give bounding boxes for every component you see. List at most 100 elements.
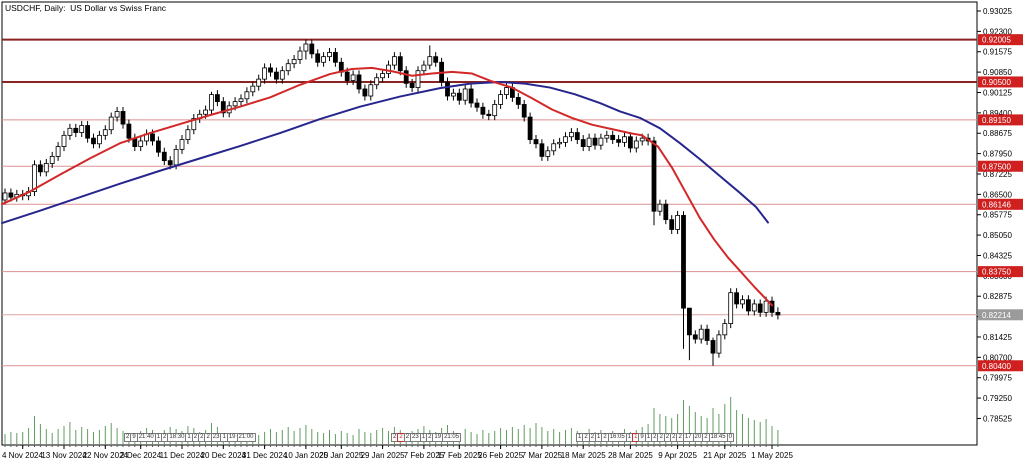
bear-candle [746,299,751,312]
price-tick-label[interactable]: 0.79250 [983,394,1012,403]
date-tick-label[interactable]: 17 Feb 2025 [437,451,482,460]
date-tick-label[interactable]: 13 Nov 2024 [41,451,87,460]
bull-candle [291,59,297,65]
bull-candle [102,129,108,136]
price-tick-label[interactable]: 0.81425 [983,333,1012,342]
date-tick-label[interactable]: 11 Dec 2024 [160,451,205,460]
date-tick-label[interactable]: 21 Apr 2025 [703,451,747,460]
bear-candle [456,92,462,101]
price-tick-label[interactable]: 0.88675 [983,129,1012,138]
date-tick-label[interactable]: 20 Jan 2025 [319,451,364,460]
bear-candle [433,56,439,63]
bear-candle [515,97,521,105]
event-marker-group[interactable]: 2 9 21:40 1 2 18:30 1 2 2 2 23 1 19 21:00 [124,433,256,442]
bear-candle [445,81,450,97]
bear-candle [769,300,775,313]
bull-candle [498,94,504,105]
bear-candle [710,340,716,354]
date-tick-label[interactable]: 7 Mar 2025 [522,451,563,460]
date-tick-label[interactable]: 29 Jan 2025 [361,451,406,460]
price-tick-label[interactable]: 0.78525 [983,414,1012,423]
date-tick-label[interactable]: 26 Feb 2025 [478,451,523,460]
price-tick-label[interactable]: 0.87950 [983,150,1012,159]
bull-candle [285,63,291,72]
bull-candle [79,125,85,133]
price-tick-label[interactable]: 0.92300 [983,27,1012,36]
bull-candle [492,104,498,117]
bull-candle [657,203,663,212]
price-tick-label[interactable]: 0.82875 [983,292,1012,301]
date-tick-label[interactable]: 31 Dec 2024 [242,451,288,460]
date-tick-label[interactable]: 20 Dec 2024 [201,451,247,460]
bull-candle [191,118,197,131]
bull-candle [633,140,639,149]
price-tick-label[interactable]: 0.90850 [983,68,1012,77]
bull-candle [138,140,144,147]
bull-candle [173,148,179,166]
date-tick-label[interactable]: 4 Nov 2024 [2,451,43,460]
date-tick-label[interactable]: 22 Nov 2024 [83,451,129,460]
bear-candle [409,82,415,88]
level-price-label-bg [978,160,1023,172]
bull-candle [244,91,250,100]
date-tick-label[interactable]: 1 May 2025 [751,451,793,460]
price-tick-label[interactable]: 0.90125 [983,88,1012,97]
bull-candle [751,303,757,312]
bull-candle [598,137,604,146]
date-tick-label[interactable]: 28 Mar 2025 [608,451,653,460]
bear-candle [474,102,480,108]
bear-candle [704,328,710,341]
level-price-label-bg [978,34,1023,46]
bear-candle [38,164,43,173]
bull-candle [108,116,114,131]
bull-candle [728,292,734,325]
chart-title: USDCHF, Daily: US Dollar vs Swiss Franc [5,3,167,13]
bull-candle [262,67,268,80]
price-tick-label[interactable]: 0.89400 [983,109,1012,118]
bull-candle [61,134,67,147]
price-tick-label[interactable]: 0.80700 [983,353,1012,362]
bull-candle [450,92,456,97]
price-tick-label[interactable]: 0.85050 [983,231,1012,240]
price-tick-label[interactable]: 0.91575 [983,48,1012,57]
price-tick-label[interactable]: 0.85775 [983,211,1012,220]
level-price-label: 0.89150 [982,116,1011,125]
bear-candle [651,140,657,212]
price-tick-label[interactable]: 0.93025 [983,7,1012,16]
bull-candle [698,328,704,340]
bear-candle [362,88,368,97]
bid-price-label-bg [978,309,1023,321]
date-tick-label[interactable]: 18 Mar 2025 [561,451,606,460]
date-tick-label[interactable]: 7 Feb 2025 [404,451,445,460]
bull-candle [279,70,285,80]
price-tick-label[interactable]: 0.87225 [983,170,1012,179]
date-tick-label[interactable]: 2 Dec 2024 [120,451,161,460]
chart-frame [1,1,978,446]
price-tick-label[interactable]: 0.84325 [983,251,1012,260]
bear-candle [120,111,126,125]
price-tick-label[interactable]: 0.86500 [983,190,1012,199]
date-tick-label[interactable]: 10 Jan 2025 [284,451,329,460]
bear-candle [521,104,527,118]
bear-candle [616,139,621,143]
bull-candle [391,56,397,66]
bull-candle [368,84,374,97]
bull-candle [462,88,468,101]
level-price-label: 0.90500 [982,78,1011,87]
bull-candle [297,50,303,60]
event-marker-group[interactable]: 2 2 2 23 1 2 19 21:05 [391,433,462,442]
bull-candle [557,141,562,145]
bull-candle [114,111,120,118]
event-marker-group[interactable]: 1 2 2 1 2 16:05 1 1 9 1 2 2 2 2 2 17 20 2 18:45 0 [576,433,734,442]
bull-candle [763,300,769,313]
fast-ma-line [1,66,773,307]
bear-candle [85,125,90,139]
bear-candle [73,127,79,133]
date-tick-label[interactable]: 9 Apr 2025 [658,451,697,460]
bear-candle [344,71,350,81]
bull-candle [327,52,332,58]
bull-candle [569,132,574,138]
price-tick-label[interactable]: 0.79975 [983,374,1012,383]
